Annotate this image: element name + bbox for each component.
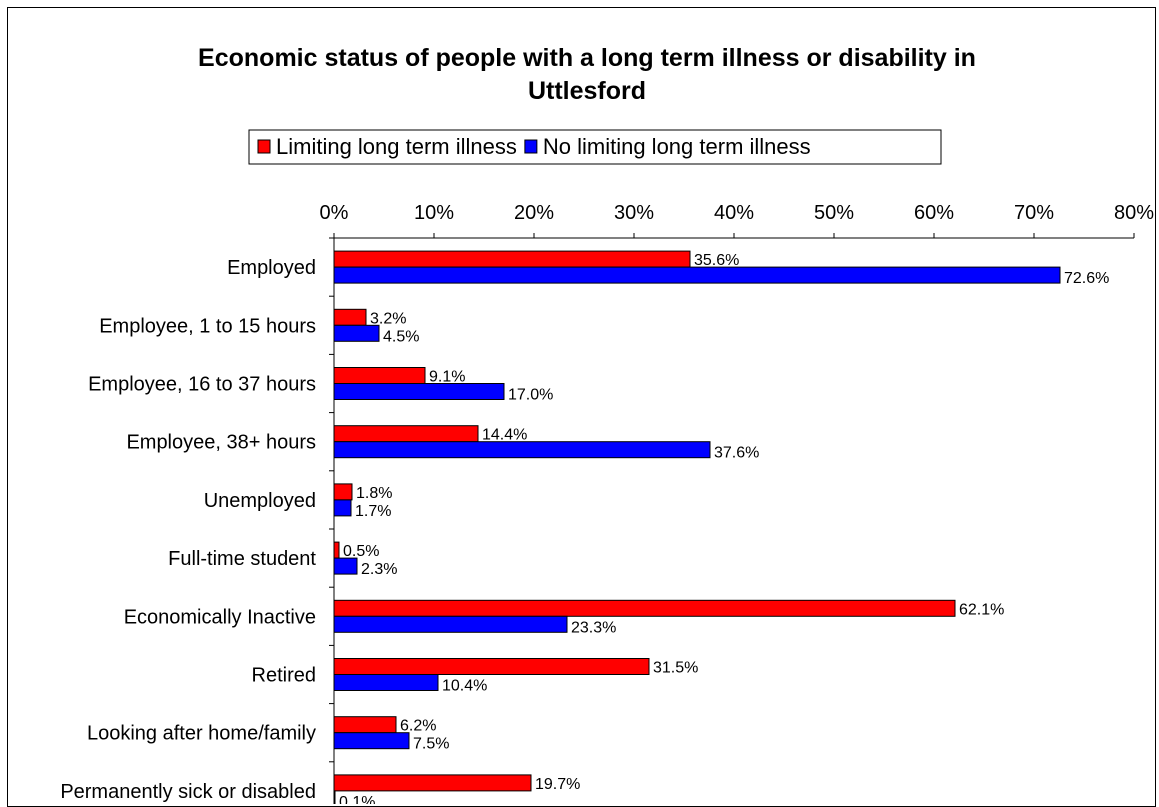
category-label: Employed <box>227 257 316 279</box>
bar-no-limiting <box>333 499 352 517</box>
category-label: Looking after home/family <box>87 723 316 745</box>
x-tick-label: 80% <box>1114 202 1154 224</box>
data-label: 37.6% <box>714 445 759 462</box>
bar-limiting <box>333 483 353 501</box>
x-tick-label: 0% <box>320 202 349 224</box>
bar-limiting <box>333 425 479 443</box>
data-label: 6.2% <box>400 718 436 735</box>
category-label: Retired <box>252 665 316 687</box>
data-label: 10.4% <box>442 678 487 695</box>
bar-no-limiting <box>333 266 1061 284</box>
legend-swatch-1 <box>524 139 538 154</box>
data-label: 72.6% <box>1064 270 1109 287</box>
bar-limiting <box>333 716 397 734</box>
x-tick-label: 60% <box>914 202 954 224</box>
category-label: Employee, 38+ hours <box>126 432 316 454</box>
data-label: 23.3% <box>571 619 616 636</box>
legend-label: Limiting long term illness <box>276 134 517 159</box>
data-label: 19.7% <box>535 776 580 793</box>
bar-no-limiting <box>333 790 336 804</box>
bar-limiting <box>333 250 691 268</box>
data-label: 62.1% <box>959 601 1004 618</box>
x-tick-label: 20% <box>514 202 554 224</box>
bar-no-limiting <box>333 615 568 633</box>
bar-no-limiting <box>333 383 505 400</box>
data-label: 17.0% <box>508 387 553 404</box>
data-label: 14.4% <box>482 427 527 444</box>
bar-limiting <box>333 658 650 675</box>
data-label: 7.5% <box>413 736 449 753</box>
category-label: Employee, 16 to 37 hours <box>88 374 316 396</box>
category-label: Full-time student <box>168 548 316 570</box>
bar-limiting <box>333 541 340 559</box>
x-tick-label: 40% <box>714 202 754 224</box>
data-label: 3.2% <box>370 310 406 327</box>
bar-limiting <box>333 308 367 326</box>
data-label: 2.3% <box>361 561 397 578</box>
legend-box <box>248 129 942 165</box>
data-label: 0.1% <box>339 794 375 804</box>
data-label: 31.5% <box>653 660 698 677</box>
bar-no-limiting <box>333 557 358 575</box>
data-label: 9.1% <box>429 369 465 386</box>
bar-no-limiting <box>333 324 380 342</box>
category-label: Unemployed <box>204 490 316 512</box>
x-tick-label: 50% <box>814 202 854 224</box>
bar-limiting <box>333 599 956 617</box>
category-label: Employee, 1 to 15 hours <box>99 315 316 337</box>
data-label: 35.6% <box>694 252 739 269</box>
legend-label: No limiting long term illness <box>543 134 811 159</box>
data-label: 4.5% <box>383 328 419 345</box>
x-tick-label: 70% <box>1014 202 1054 224</box>
category-label: Economically Inactive <box>124 606 316 628</box>
bar-no-limiting <box>333 732 410 750</box>
legend-swatch-0 <box>257 139 271 154</box>
category-label: Permanently sick or disabled <box>60 781 316 803</box>
data-label: 0.5% <box>343 543 379 560</box>
bar-no-limiting <box>333 674 439 691</box>
data-label: 1.7% <box>355 503 391 520</box>
x-tick-label: 30% <box>614 202 654 224</box>
x-tick-label: 10% <box>414 202 454 224</box>
bar-limiting <box>333 367 426 384</box>
bar-limiting <box>333 774 532 792</box>
data-label: 1.8% <box>356 485 392 502</box>
bar-no-limiting <box>333 441 711 459</box>
chart-title-line: Economic status of people with a long te… <box>198 44 976 72</box>
chart-title-line: Uttlesford <box>528 77 646 105</box>
